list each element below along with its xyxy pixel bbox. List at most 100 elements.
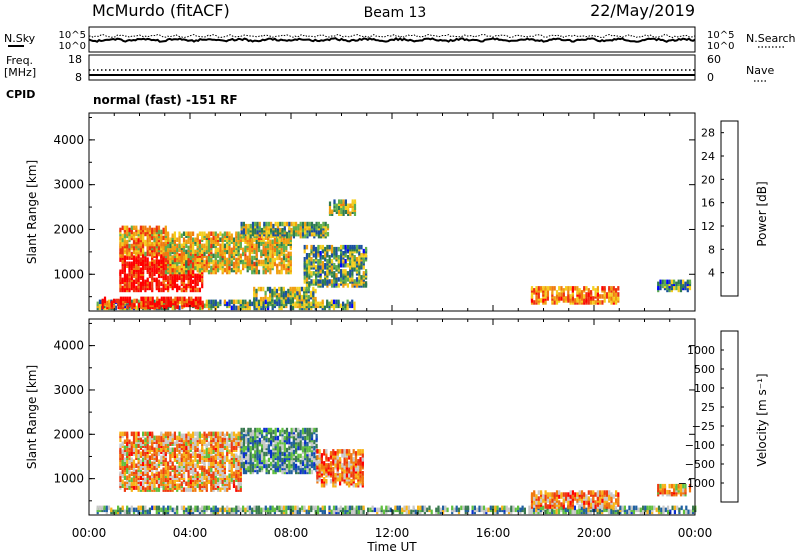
echo-cell xyxy=(297,465,300,471)
echo-cell xyxy=(248,257,251,263)
echo-cell xyxy=(162,257,165,262)
echo-cell xyxy=(189,269,192,275)
echo-cell xyxy=(235,257,238,263)
echo-cell xyxy=(153,465,156,470)
echo-cell xyxy=(123,225,126,231)
echo-cell xyxy=(365,253,368,258)
echo-cell xyxy=(139,441,142,446)
echo-cell xyxy=(621,505,624,511)
echo-cell xyxy=(249,437,252,443)
echo-cell xyxy=(199,296,202,302)
echo-cell xyxy=(644,505,647,511)
echo-cell xyxy=(265,463,268,469)
echo-cell xyxy=(282,247,286,253)
echo-cell xyxy=(335,273,338,278)
echo-cell xyxy=(119,507,122,513)
echo-cell xyxy=(119,304,122,310)
echo-cell xyxy=(126,281,129,287)
echo-cell xyxy=(155,435,158,441)
echo-cell xyxy=(155,439,158,444)
echo-cell xyxy=(121,269,124,274)
echo-cell xyxy=(321,299,324,305)
echo-cell xyxy=(228,477,231,482)
echo-cell xyxy=(313,427,316,433)
echo-cell xyxy=(128,459,131,464)
echo-cell xyxy=(553,286,556,291)
echo-cell xyxy=(288,233,291,239)
echo-cell xyxy=(212,455,215,460)
echo-cell xyxy=(290,221,293,227)
echo-cell xyxy=(617,296,620,301)
echo-cell xyxy=(257,299,261,305)
echo-cell xyxy=(330,299,333,305)
echo-cell xyxy=(146,277,149,283)
echo-cell xyxy=(210,231,213,236)
echo-cell xyxy=(132,443,136,448)
echo-cell xyxy=(267,437,270,443)
echo-cell xyxy=(332,505,336,511)
echo-cell xyxy=(294,286,297,292)
echo-cell xyxy=(248,505,251,511)
echo-cell xyxy=(333,251,336,256)
echo-cell xyxy=(235,469,238,474)
echo-cell xyxy=(283,447,286,453)
echo-cell xyxy=(149,300,152,306)
echo-cell xyxy=(144,239,147,245)
echo-cell xyxy=(192,247,195,253)
echo-cell xyxy=(164,275,167,281)
echo-cell xyxy=(317,229,320,235)
echo-cell xyxy=(546,286,549,291)
echo-cell xyxy=(617,286,620,291)
echo-cell xyxy=(160,473,163,478)
echo-cell xyxy=(571,286,574,291)
echo-cell xyxy=(320,479,323,484)
echo-cell xyxy=(254,463,257,469)
echo-cell xyxy=(349,211,352,216)
echo-cell xyxy=(212,475,215,480)
echo-cell xyxy=(117,505,120,511)
echo-cell xyxy=(428,505,431,511)
echo-cell xyxy=(610,292,613,297)
echo-cell xyxy=(232,459,236,464)
echo-cell xyxy=(237,455,240,460)
echo-cell xyxy=(330,244,334,250)
echo-cell xyxy=(310,271,313,276)
echo-cell xyxy=(119,431,122,437)
echo-cell xyxy=(321,505,324,511)
echo-cell xyxy=(119,257,122,262)
echo-cell xyxy=(230,233,233,238)
echo-cell xyxy=(371,505,374,511)
echo-cell xyxy=(326,269,329,274)
nave-label: Nave xyxy=(746,64,774,77)
echo-cell xyxy=(155,487,158,492)
echo-cell xyxy=(660,507,663,513)
echo-cell xyxy=(258,437,261,443)
echo-cell xyxy=(273,299,276,305)
echo-cell xyxy=(214,505,217,511)
echo-cell xyxy=(260,507,263,513)
echo-cell xyxy=(137,265,140,270)
echo-cell xyxy=(153,447,156,452)
echo-cell xyxy=(135,431,138,437)
echo-cell xyxy=(675,281,678,287)
echo-cell xyxy=(385,505,388,511)
echo-cell xyxy=(178,285,181,291)
echo-cell xyxy=(328,279,331,284)
echo-cell xyxy=(328,205,332,210)
echo-cell xyxy=(258,449,261,455)
echo-cell xyxy=(176,505,179,511)
echo-cell xyxy=(303,257,306,262)
echo-cell xyxy=(358,251,361,256)
echo-cell xyxy=(614,505,617,511)
echo-cell xyxy=(335,207,338,212)
echo-cell xyxy=(185,239,188,244)
echo-cell xyxy=(567,286,570,291)
echo-cell xyxy=(230,467,233,472)
echo-cell xyxy=(239,487,242,492)
echo-cell xyxy=(510,505,513,511)
echo-cell xyxy=(167,285,170,291)
echo-cell xyxy=(310,441,314,447)
echo-cell xyxy=(335,505,338,511)
echo-cell xyxy=(303,244,306,250)
echo-cell xyxy=(139,459,142,464)
